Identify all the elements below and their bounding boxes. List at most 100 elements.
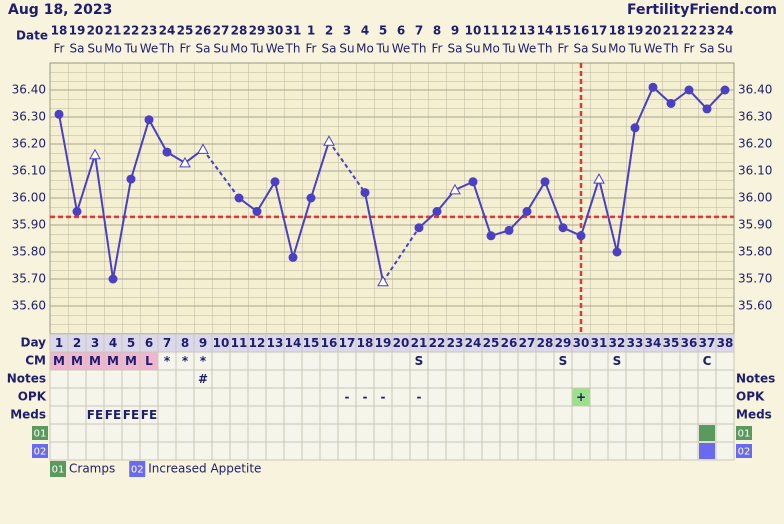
table-cell — [427, 369, 447, 389]
table-cell — [157, 405, 177, 425]
weekday-label: We — [392, 42, 411, 56]
table-cell — [697, 369, 717, 389]
cm-cell: M — [71, 354, 83, 368]
table-cell — [121, 387, 141, 407]
days-cell: 20 — [393, 336, 410, 350]
symptom-code-box — [32, 426, 48, 440]
table-cell — [571, 405, 591, 425]
days-cell: 23 — [447, 336, 464, 350]
y-tick-label: 35.60 — [12, 299, 46, 313]
temp-point-triangle — [89, 148, 101, 160]
temp-segment — [148, 119, 168, 153]
date-label: 26 — [195, 24, 212, 38]
y-tick-label-right: 36.10 — [738, 164, 772, 178]
table-cell — [643, 405, 663, 425]
weekday-label: Su — [591, 42, 606, 56]
days-cell: 16 — [321, 336, 338, 350]
weekday-label: Tu — [627, 42, 641, 56]
table-cell — [283, 369, 303, 389]
days-cell: 4 — [109, 336, 117, 350]
table-cell — [517, 387, 537, 407]
y-tick-label-right: 35.90 — [738, 218, 772, 232]
temp-point — [306, 193, 316, 203]
table-cell — [625, 423, 645, 443]
table-cell — [517, 369, 537, 389]
table-cell — [373, 369, 393, 389]
table-cell — [67, 405, 87, 425]
date-label: 5 — [379, 24, 387, 38]
table-cell — [499, 387, 519, 407]
temp-point — [558, 223, 568, 233]
table-cell — [139, 369, 159, 389]
weekday-label: Tu — [249, 42, 263, 56]
table-cell — [625, 441, 645, 461]
table-cell — [715, 423, 735, 443]
weekday-label: Tu — [375, 42, 389, 56]
weekday-label: Sa — [196, 42, 211, 56]
weekday-label: Th — [411, 42, 427, 56]
table-cell — [517, 441, 537, 461]
table-cell — [265, 423, 285, 443]
symptom-code: 01 — [34, 429, 47, 440]
table-cell — [355, 405, 375, 425]
cm-cell: C — [703, 354, 712, 368]
y-tick-label: 35.80 — [12, 245, 46, 259]
row-label-right: Notes — [736, 372, 775, 386]
temp-segment — [94, 154, 114, 280]
table-cell — [715, 387, 735, 407]
table-cell — [589, 441, 609, 461]
date-label: 24 — [717, 24, 734, 38]
days-cell: 22 — [429, 336, 446, 350]
table-cell — [589, 369, 609, 389]
date-label: 14 — [537, 24, 554, 38]
table-cell — [67, 423, 87, 443]
table-cell — [445, 423, 465, 443]
table-cell — [103, 441, 123, 461]
table-cell — [247, 369, 267, 389]
table-cell — [535, 351, 555, 371]
weekday-label: Th — [159, 42, 175, 56]
days-cell: 30 — [573, 336, 590, 350]
temp-segment — [472, 181, 492, 237]
opk-cell: + — [576, 390, 586, 404]
temp-point — [504, 225, 514, 235]
date-label: 16 — [573, 24, 590, 38]
days-cell: 14 — [285, 336, 302, 350]
table-cell — [103, 387, 123, 407]
table-cell — [643, 441, 663, 461]
table-cell — [463, 423, 483, 443]
table-cell — [283, 387, 303, 407]
legend-box — [129, 461, 146, 477]
table-cell — [301, 441, 321, 461]
temp-point — [72, 207, 82, 216]
table-cell — [49, 405, 69, 425]
weekday-label: Tu — [501, 42, 515, 56]
table-cell — [211, 369, 231, 389]
table-cell — [607, 369, 627, 389]
table-cell — [85, 369, 105, 389]
temp-point — [684, 85, 694, 95]
table-cell — [139, 441, 159, 461]
temp-point — [648, 82, 658, 92]
y-tick-label-right: 35.70 — [738, 272, 772, 286]
date-label: 4 — [361, 24, 369, 38]
days-cell: 5 — [127, 336, 135, 350]
table-cell — [319, 441, 339, 461]
table-cell — [67, 441, 87, 461]
table-cell — [535, 369, 555, 389]
table-cell — [445, 387, 465, 407]
date-label: 22 — [123, 24, 140, 38]
table-cell — [481, 351, 501, 371]
weekday-label: Sa — [70, 42, 85, 56]
table-cell — [265, 441, 285, 461]
temp-point — [540, 177, 550, 187]
table-cell — [355, 423, 375, 443]
temp-point — [666, 99, 676, 108]
symptom-mark — [699, 425, 715, 441]
y-tick-label-right: 36.40 — [738, 83, 772, 97]
table-cell — [661, 387, 681, 407]
temp-point — [432, 207, 442, 216]
days-cell: 15 — [303, 336, 320, 350]
table-cell — [463, 405, 483, 425]
table-cell — [445, 369, 465, 389]
